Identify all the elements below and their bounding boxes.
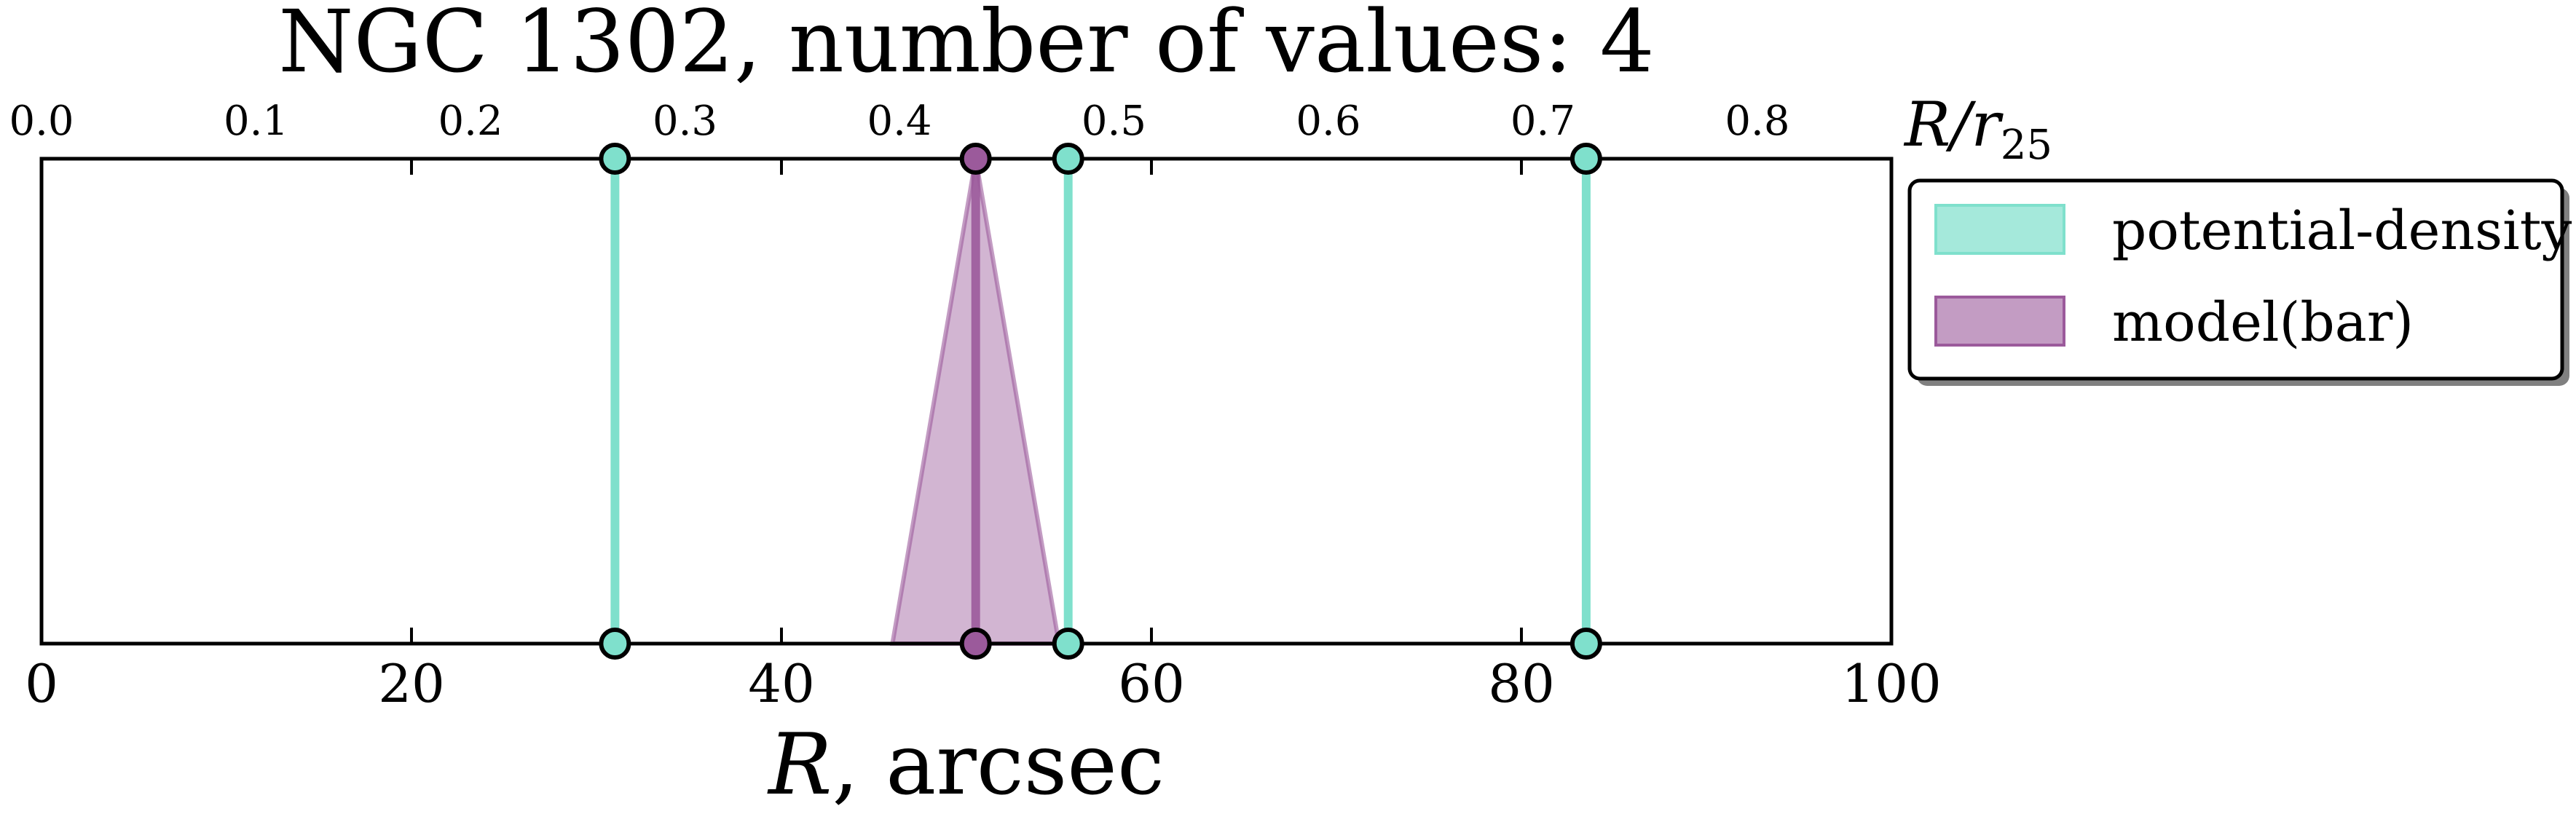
legend-swatch-0: [1934, 204, 2065, 255]
x-tick-label-4: 80: [1488, 653, 1555, 714]
point-marker-0-1-top: [1052, 143, 1084, 175]
point-marker-0-0-bottom: [599, 628, 631, 660]
point-marker-0-0-top: [599, 143, 631, 175]
point-marker-0-1-bottom: [1052, 628, 1084, 660]
point-marker-1-0-bottom: [959, 628, 992, 660]
x-tick-label-1: 20: [378, 653, 445, 714]
x-tick-label-5: 100: [1841, 653, 1941, 714]
x-tick-label-3: 60: [1118, 653, 1185, 714]
secondary-axis-label: R/r25: [1903, 89, 2052, 169]
secondary-tick-label-8: 0.8: [1725, 98, 1789, 145]
point-marker-0-2-top: [1569, 143, 1602, 175]
x-tick-label-2: 40: [748, 653, 815, 714]
series-markers: [599, 143, 1602, 660]
legend-label-0: potential-density: [2112, 199, 2572, 262]
secondary-tick-label-3: 0.3: [653, 98, 717, 145]
secondary-tick-label-6: 0.6: [1296, 98, 1360, 145]
legend-swatch-1: [1934, 296, 2065, 347]
x-tick-label-0: 0: [25, 653, 58, 714]
legend: potential-density model(bar): [1907, 178, 2572, 386]
chart-title: NGC 1302, number of values: 4: [278, 0, 1655, 92]
legend-box: [1907, 178, 2564, 381]
legend-label-1: model(bar): [2112, 291, 2414, 354]
secondary-tick-label-4: 0.4: [867, 98, 931, 145]
point-marker-0-2-bottom: [1569, 628, 1602, 660]
secondary-tick-label-1: 0.1: [224, 98, 288, 145]
secondary-tick-label-2: 0.2: [438, 98, 503, 145]
axis-ticks: 0 20 40 60 80 100 0.0 0.1 0.2 0.3 0.4 0.5 0.6 0.7 0.8: [9, 98, 1941, 714]
secondary-tick-label-7: 0.7: [1510, 98, 1575, 145]
secondary-tick-label-0: 0.0: [9, 98, 74, 145]
x-axis-label: R, arcsec: [767, 716, 1165, 814]
series-lines: [610, 159, 1591, 644]
secondary-tick-label-5: 0.5: [1082, 98, 1146, 145]
point-marker-1-0-top: [959, 143, 992, 175]
